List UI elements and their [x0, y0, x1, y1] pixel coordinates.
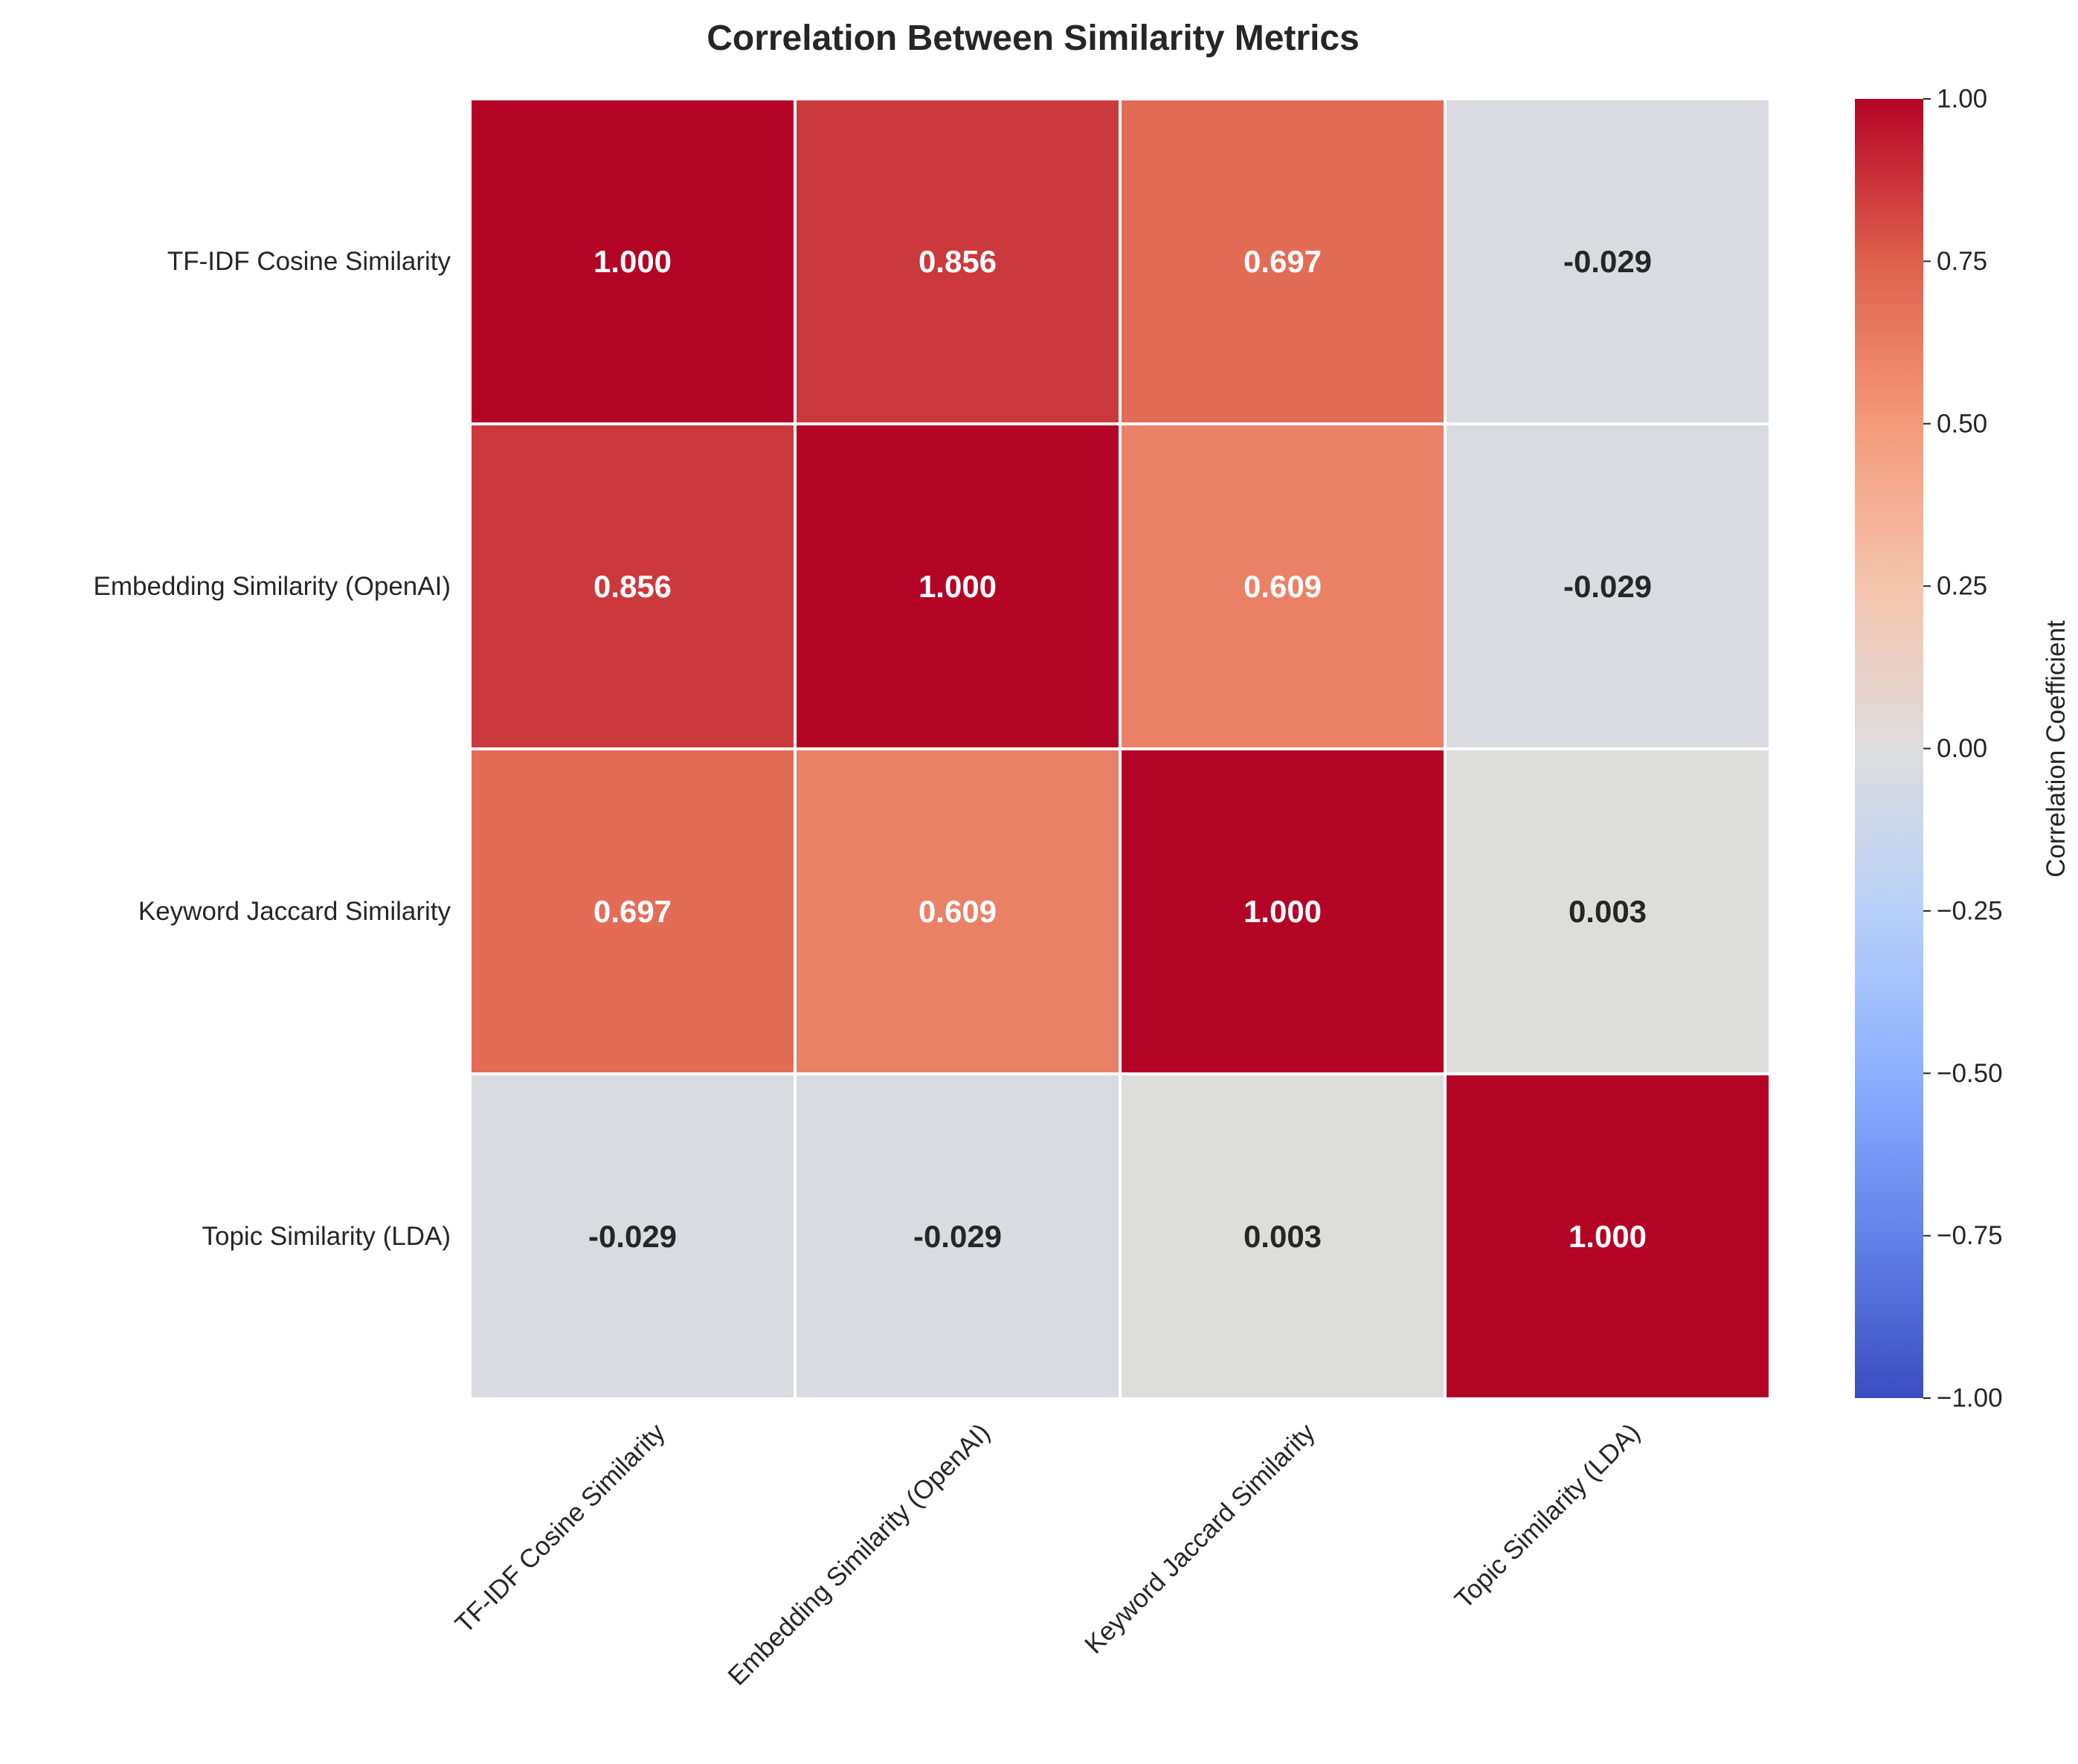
heatmap-cell-r3-c3: [1444, 1072, 1772, 1400]
column-tick-label: Topic Similarity (LDA): [1450, 1418, 1646, 1615]
colorbar-tick-label: −1.00: [1937, 1384, 2003, 1413]
heatmap-cell-r0-c1: [794, 97, 1122, 425]
heatmap-cell-r1-c3: [1444, 422, 1772, 750]
cell-value-r0-c0: 1.000: [594, 244, 672, 279]
cell-value-r1-c0: 0.856: [594, 569, 672, 604]
cell-value-r0-c2: 0.697: [1244, 244, 1322, 279]
colorbar-tick-label: 0.75: [1937, 247, 1987, 276]
row-tick-label: Embedding Similarity (OpenAI): [94, 572, 451, 601]
column-tick-label: Embedding Similarity (OpenAI): [722, 1418, 995, 1691]
cell-value-r1-c2: 0.609: [1244, 569, 1322, 604]
colorbar-tick-label: 0.50: [1937, 409, 1987, 438]
cell-value-r2-c3: 0.003: [1569, 894, 1647, 929]
cell-value-r2-c2: 1.000: [1244, 894, 1322, 929]
cell-value-r3-c3: 1.000: [1569, 1219, 1647, 1254]
colorbar: 1.00 0.75 0.50 0.25 0.00 −0.25 −0.50 −0.75 −1.00…: [1855, 85, 2071, 1413]
heatmap-cell-values: 1.000 0.856 0.697 -0.029 0.856 1.000 0.609 -0.0…: [588, 244, 1652, 1254]
cell-value-r0-c1: 0.856: [919, 244, 997, 279]
colorbar-tick-label: −0.75: [1937, 1221, 2003, 1250]
cell-value-r1-c1: 1.000: [919, 569, 997, 604]
row-tick-label: Keyword Jaccard Similarity: [138, 897, 451, 926]
colorbar-gradient: [1855, 99, 1923, 1398]
heatmap-cells: [469, 97, 1772, 1400]
cell-value-r3-c2: 0.003: [1244, 1219, 1322, 1254]
row-tick-labels: TF-IDF Cosine Similarity Embedding Simila…: [94, 247, 470, 1251]
heatmap-cell-r0-c0: [469, 97, 797, 425]
heatmap-cell-r0-c3: [1444, 97, 1772, 425]
chart-title: Correlation Between Similarity Metrics: [707, 19, 1360, 58]
cell-value-r0-c3: -0.029: [1563, 244, 1652, 279]
heatmap-cell-r1-c0: [469, 422, 797, 750]
heatmap-cell-r2-c3: [1444, 747, 1772, 1075]
colorbar-tick-label: 1.00: [1937, 85, 1987, 114]
column-tick-label: TF-IDF Cosine Similarity: [450, 1417, 671, 1638]
cell-value-r2-c1: 0.609: [919, 894, 997, 929]
cell-value-r3-c1: -0.029: [913, 1219, 1002, 1254]
heatmap-cell-r0-c2: [1119, 97, 1447, 425]
heatmap-cell-r3-c1: [794, 1072, 1122, 1400]
colorbar-tick-label: 0.25: [1937, 572, 1987, 601]
colorbar-ticks: 1.00 0.75 0.50 0.25 0.00 −0.25 −0.50 −0.75 −1.00: [1923, 85, 2003, 1413]
colorbar-tick-label: −0.50: [1937, 1059, 2003, 1088]
column-tick-labels: TF-IDF Cosine Similarity Embedding Simila…: [450, 1417, 1646, 1691]
heatmap-cell-r1-c1: [794, 422, 1122, 750]
row-tick-label: TF-IDF Cosine Similarity: [167, 247, 451, 276]
heatmap-cell-r3-c2: [1119, 1072, 1447, 1400]
row-tick-label: Topic Similarity (LDA): [202, 1222, 451, 1251]
heatmap-cell-r2-c1: [794, 747, 1122, 1075]
cell-value-r3-c0: -0.029: [588, 1219, 677, 1254]
colorbar-tick-label: −0.25: [1937, 896, 2003, 925]
heatmap-cell-r3-c0: [469, 1072, 797, 1400]
column-tick-label: Keyword Jaccard Similarity: [1079, 1417, 1321, 1659]
colorbar-tick-label: 0.00: [1937, 734, 1987, 763]
cell-value-r1-c3: -0.029: [1563, 569, 1652, 604]
colorbar-label: Correlation Coefficient: [2042, 620, 2071, 878]
cell-value-r2-c0: 0.697: [594, 894, 672, 929]
